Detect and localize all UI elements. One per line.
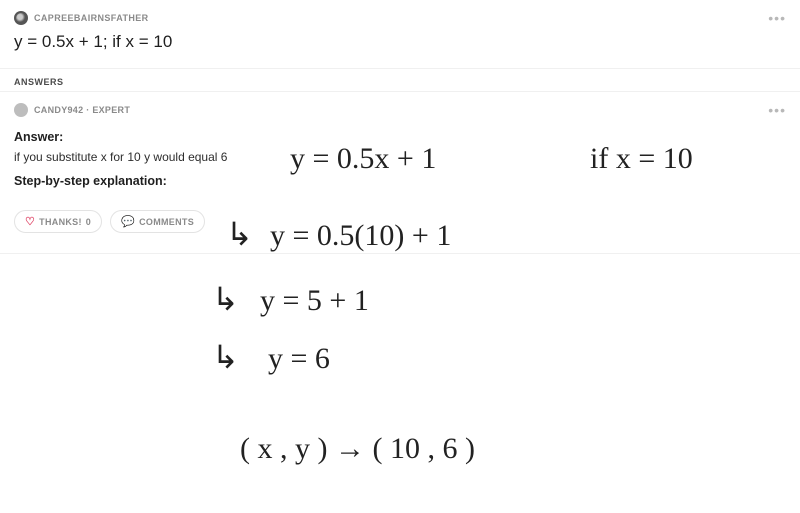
answers-label: ANSWERS — [0, 69, 800, 92]
answer-more-icon[interactable]: ••• — [768, 102, 786, 118]
svg-text:↳: ↳ — [212, 339, 239, 375]
question-username[interactable]: CAPREEBAIRNSFATHER — [34, 13, 149, 23]
answer-actions: ♡ THANKS! 0 💬 COMMENTS — [0, 194, 800, 243]
comments-label: COMMENTS — [139, 217, 194, 227]
svg-text:↳: ↳ — [212, 281, 239, 317]
answer-explanation-heading: Step-by-step explanation: — [14, 174, 786, 188]
question-text: y = 0.5x + 1; if x = 10 — [0, 32, 800, 60]
comment-icon: 💬 — [121, 215, 135, 228]
svg-text:y = 6: y = 6 — [268, 342, 330, 375]
avatar-icon — [14, 11, 28, 25]
svg-text:( x , y ) → ( 10 , 6 ): ( x , y ) → ( 10 , 6 ) — [240, 432, 475, 465]
answer-header: CANDY942 · EXPERT ••• — [0, 92, 800, 122]
heart-icon: ♡ — [25, 215, 35, 228]
answer-block: CANDY942 · EXPERT ••• Answer: if you sub… — [0, 92, 800, 254]
question-more-icon[interactable]: ••• — [768, 10, 786, 26]
svg-text:y = 5 + 1: y = 5 + 1 — [260, 284, 369, 317]
avatar-icon — [14, 103, 28, 117]
comments-button[interactable]: 💬 COMMENTS — [110, 210, 205, 233]
thanks-count: 0 — [86, 217, 91, 227]
answer-body: Answer: if you substitute x for 10 y wou… — [0, 122, 800, 188]
question-block: CAPREEBAIRNSFATHER ••• y = 0.5x + 1; if … — [0, 0, 800, 69]
thanks-label: THANKS! — [39, 217, 82, 227]
thanks-button[interactable]: ♡ THANKS! 0 — [14, 210, 102, 233]
answer-text: if you substitute x for 10 y would equal… — [14, 150, 786, 164]
answer-username[interactable]: CANDY942 · EXPERT — [34, 105, 130, 115]
answer-heading: Answer: — [14, 130, 786, 144]
question-header: CAPREEBAIRNSFATHER ••• — [0, 0, 800, 32]
page-root: CAPREEBAIRNSFATHER ••• y = 0.5x + 1; if … — [0, 0, 800, 513]
